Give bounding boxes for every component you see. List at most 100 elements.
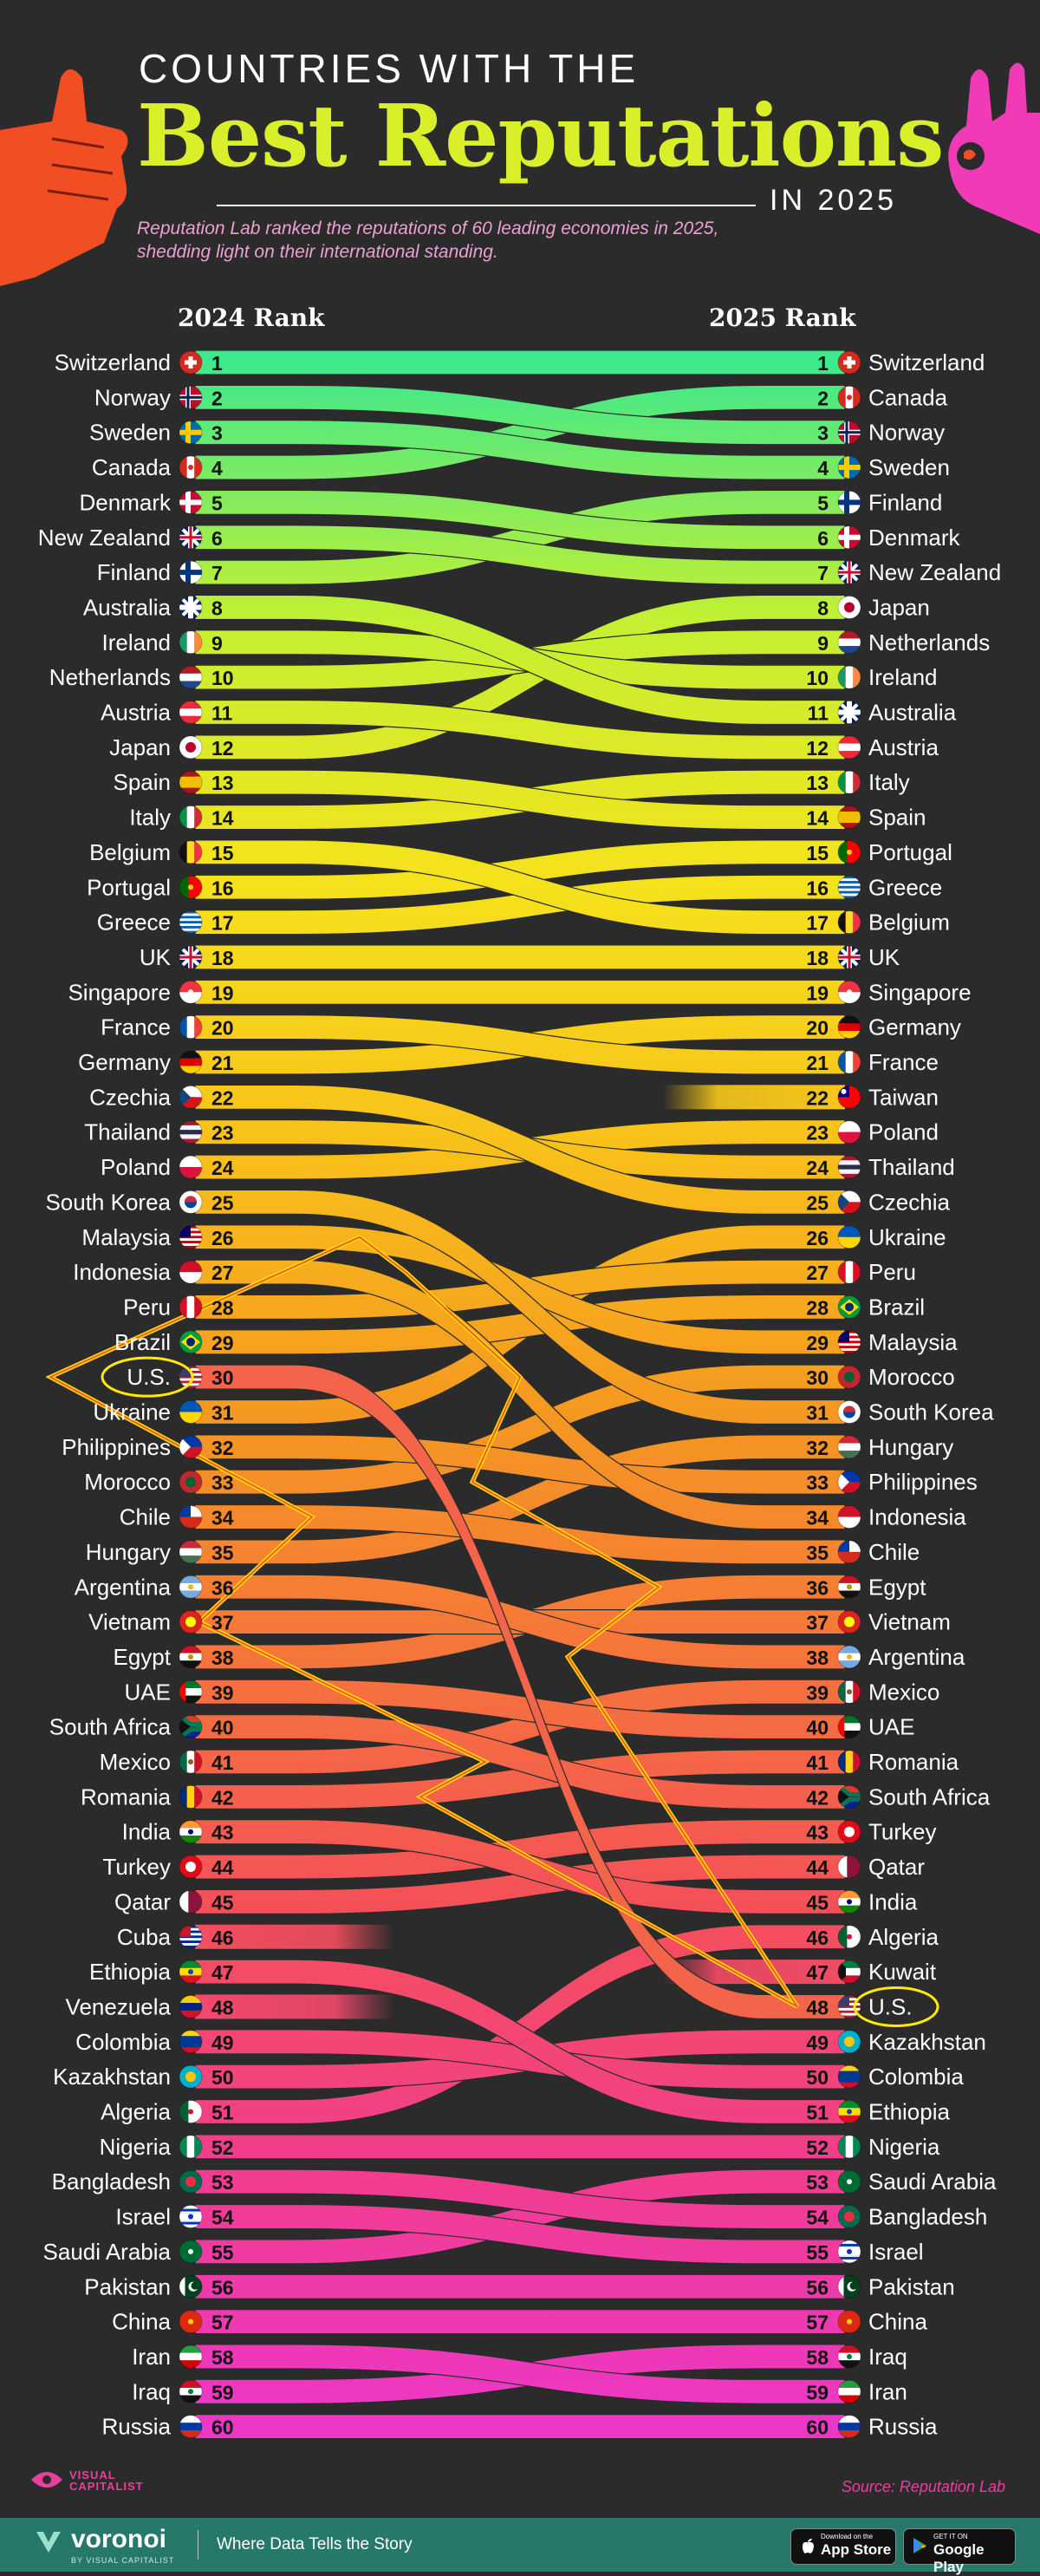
right-rank-label: 47 bbox=[806, 1961, 829, 1984]
flag-kuwait-icon bbox=[837, 1960, 861, 1984]
flag-austria-icon bbox=[837, 735, 861, 760]
right-row-switzerland: 1 Switzerland bbox=[817, 349, 985, 375]
left-country-label: China bbox=[112, 2309, 171, 2335]
left-rank-label: 10 bbox=[211, 667, 234, 689]
right-country-label: Colombia bbox=[868, 2064, 964, 2090]
left-country-label: Netherlands bbox=[49, 664, 171, 690]
flow-australia bbox=[194, 594, 846, 726]
right-rank-label: 19 bbox=[806, 981, 829, 1004]
right-row-philippines: 33 Philippines bbox=[806, 1469, 977, 1495]
left-country-label: Iran bbox=[132, 2344, 171, 2370]
left-row-bangladesh: Bangladesh 53 bbox=[52, 2168, 234, 2194]
flow-russia bbox=[194, 2414, 846, 2440]
left-row-ireland: Ireland 9 bbox=[102, 629, 223, 655]
right-rank-label: 21 bbox=[806, 1052, 829, 1074]
left-row-qatar: Qatar 45 bbox=[114, 1888, 234, 1914]
flow-austria bbox=[194, 699, 846, 760]
app-store-button[interactable]: Download on the App Store bbox=[790, 2528, 896, 2565]
vc-text: VISUAL CAPITALIST bbox=[69, 2468, 144, 2493]
right-row-russia: 60 Russia bbox=[806, 2414, 938, 2440]
flag-qatar-icon bbox=[837, 1855, 861, 1879]
flag-south-korea-icon bbox=[837, 1400, 861, 1424]
apple-icon bbox=[803, 2538, 814, 2553]
left-row-chile: Chile 34 bbox=[120, 1504, 234, 1530]
left-row-colombia: Colombia 49 bbox=[75, 2029, 233, 2055]
google-play-button[interactable]: GET IT ON Google Play bbox=[903, 2528, 1016, 2575]
left-row-cuba: Cuba 46 bbox=[117, 1924, 234, 1950]
right-country-label: Iran bbox=[868, 2378, 907, 2404]
left-country-label: Peru bbox=[123, 1294, 171, 1320]
flag-uae-icon bbox=[837, 1715, 861, 1739]
right-rank-label: 35 bbox=[806, 1542, 829, 1564]
left-country-label: Norway bbox=[94, 384, 171, 410]
left-rank-label: 21 bbox=[211, 1052, 234, 1074]
left-rank-label: 46 bbox=[211, 1927, 234, 1949]
right-rank-label: 27 bbox=[806, 1262, 829, 1284]
right-country-label: Germany bbox=[868, 1014, 961, 1040]
left-country-label: Egypt bbox=[114, 1644, 172, 1670]
right-rank-label: 49 bbox=[806, 2031, 829, 2054]
left-country-label: Spain bbox=[114, 769, 172, 795]
flag-norway-icon bbox=[837, 421, 861, 445]
right-country-label: Hungary bbox=[868, 1434, 953, 1460]
flag-saudi-arabia-icon bbox=[179, 2240, 203, 2264]
left-country-label: Poland bbox=[101, 1154, 171, 1180]
flag-new-zealand-icon bbox=[179, 525, 203, 550]
right-row-nigeria: 52 Nigeria bbox=[806, 2134, 940, 2160]
flag-israel-icon bbox=[179, 2205, 203, 2229]
right-row-chile: 35 Chile bbox=[806, 1539, 920, 1565]
left-row-denmark: Denmark 5 bbox=[80, 489, 223, 515]
flag-greece-icon bbox=[837, 875, 861, 899]
flow-qatar bbox=[194, 1854, 846, 1914]
flag-new-zealand-icon bbox=[837, 560, 861, 584]
flag-denmark-icon bbox=[837, 525, 861, 550]
left-row-south-africa: South Africa 40 bbox=[49, 1714, 234, 1740]
left-row-morocco: Morocco 33 bbox=[84, 1469, 233, 1495]
left-row-czechia: Czechia 22 bbox=[89, 1084, 234, 1110]
flag-argentina-icon bbox=[179, 1575, 203, 1599]
flag-finland-icon bbox=[179, 560, 203, 584]
right-rank-label: 26 bbox=[806, 1227, 829, 1249]
right-rank-label: 10 bbox=[806, 667, 829, 689]
right-row-peru: 27 Peru bbox=[806, 1259, 916, 1285]
voronoi-brand[interactable]: voronoi bbox=[71, 2525, 166, 2553]
flag-venezuela-icon bbox=[179, 1994, 203, 2018]
voronoi-logo-icon[interactable] bbox=[35, 2528, 62, 2556]
flow-singapore bbox=[194, 979, 846, 1005]
right-rank-label: 2 bbox=[817, 387, 829, 409]
right-country-label: Australia bbox=[868, 700, 957, 726]
right-row-ethiopia: 51 Ethiopia bbox=[806, 2099, 950, 2125]
left-rank-label: 17 bbox=[211, 912, 234, 935]
flow-bangladesh bbox=[194, 2168, 846, 2230]
left-country-label: Nigeria bbox=[100, 2134, 172, 2160]
flow-philippines bbox=[194, 1434, 846, 1495]
right-country-label: New Zealand bbox=[868, 559, 1001, 585]
left-country-label: Italy bbox=[129, 805, 171, 831]
flag-romania-icon bbox=[837, 1750, 861, 1774]
left-rank-label: 33 bbox=[211, 1471, 234, 1494]
flow-chile bbox=[194, 1503, 846, 1565]
right-country-label: Thailand bbox=[868, 1154, 955, 1180]
right-rank-label: 56 bbox=[806, 2276, 829, 2299]
right-row-portugal: 15 Portugal bbox=[806, 839, 952, 865]
flag-mexico-icon bbox=[837, 1679, 861, 1704]
left-country-label: Argentina bbox=[75, 1574, 172, 1600]
right-rank-label: 20 bbox=[806, 1017, 829, 1040]
right-rank-label: 14 bbox=[806, 807, 829, 830]
right-rank-label: 23 bbox=[806, 1122, 829, 1145]
left-row-romania: Romania 42 bbox=[81, 1784, 234, 1810]
left-country-label: France bbox=[101, 1014, 171, 1040]
flow-iran bbox=[194, 2344, 846, 2404]
left-rank-label: 58 bbox=[211, 2346, 234, 2369]
left-country-label: Saudi Arabia bbox=[43, 2239, 172, 2265]
flow-pakistan bbox=[194, 2273, 846, 2299]
right-rank-label: 60 bbox=[806, 2416, 829, 2439]
right-row-ireland: 10 Ireland bbox=[806, 664, 937, 690]
flag-brazil-icon bbox=[179, 1330, 203, 1354]
flag-germany-icon bbox=[837, 1015, 861, 1040]
left-country-label: Cuba bbox=[117, 1924, 172, 1950]
left-row-uk: UK 18 bbox=[140, 944, 234, 970]
left-row-venezuela: Venezuela 48 bbox=[66, 1993, 234, 2019]
flow-israel bbox=[194, 2203, 846, 2265]
